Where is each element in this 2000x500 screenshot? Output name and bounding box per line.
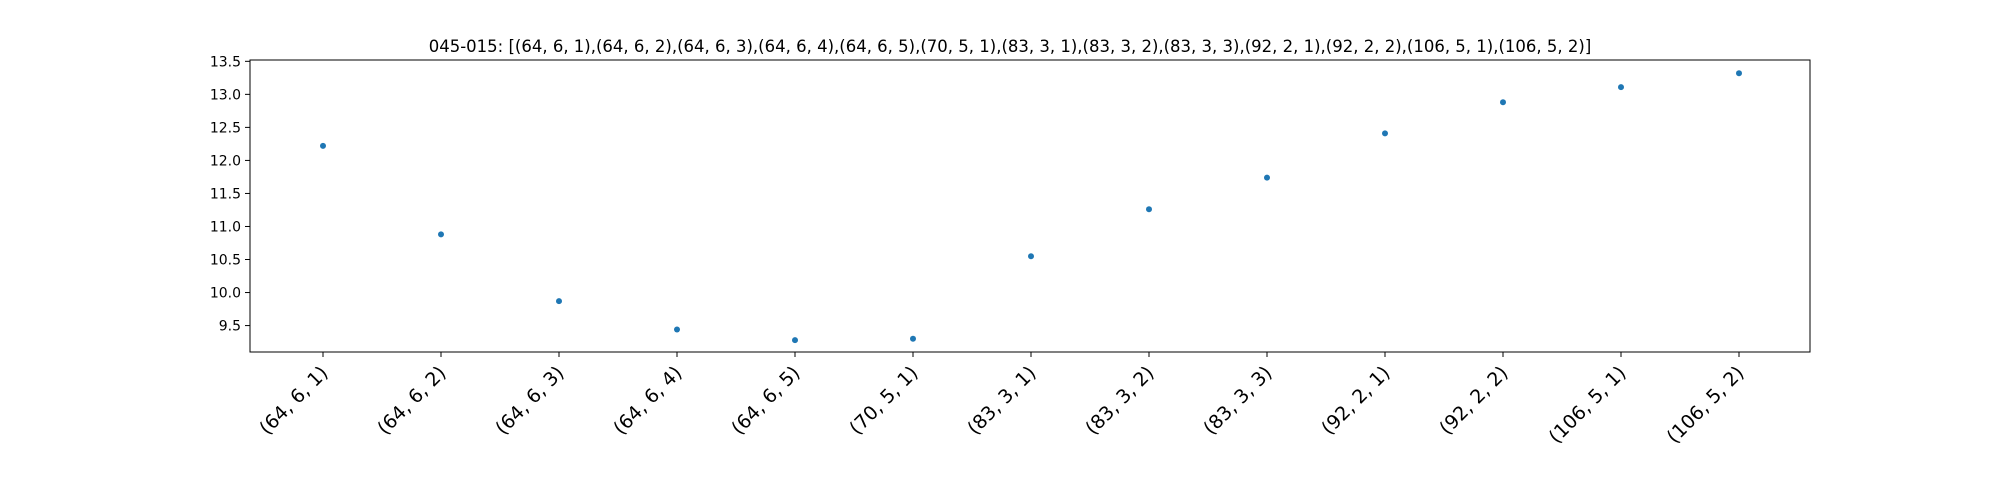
y-tick-label: 10.0	[210, 286, 241, 302]
x-tick-label: (83, 3, 3)	[1199, 362, 1276, 439]
y-tick-label: 12.0	[210, 153, 241, 169]
x-tick-label: (70, 5, 1)	[845, 362, 922, 439]
data-point	[1264, 174, 1270, 181]
x-tick-label: (106, 5, 2)	[1663, 362, 1749, 448]
data-point	[792, 337, 798, 344]
x-tick-label: (106, 5, 1)	[1545, 362, 1631, 448]
x-tick-label: (64, 6, 1)	[255, 362, 332, 439]
x-tick-label: (64, 6, 4)	[609, 362, 686, 439]
x-tick-label: (83, 3, 1)	[963, 362, 1040, 439]
data-point	[1146, 206, 1152, 213]
x-tick-label: (64, 6, 5)	[727, 362, 804, 439]
data-point	[1382, 130, 1388, 137]
data-point	[438, 231, 444, 238]
y-tick-label: 9.5	[219, 319, 241, 335]
y-tick-label: 11.0	[210, 219, 241, 235]
y-tick-label: 13.5	[210, 54, 241, 70]
data-point	[320, 142, 326, 149]
data-point	[1618, 84, 1624, 91]
y-tick-label: 10.5	[210, 253, 241, 269]
y-tick-label: 12.5	[210, 120, 241, 136]
data-point	[674, 326, 680, 333]
chart-title: 045-015: [(64, 6, 1),(64, 6, 2),(64, 6, …	[429, 37, 1592, 56]
x-tick-label: (92, 2, 2)	[1435, 362, 1512, 439]
x-tick-label: (64, 6, 2)	[373, 362, 450, 439]
data-point	[556, 298, 562, 305]
plot-area: 9.5 10.0 10.5 11.0 11.5 12.0 12.5 13.0 13.5 (64, …	[210, 54, 1749, 448]
data-point	[910, 335, 916, 342]
data-point	[1028, 253, 1034, 260]
data-point	[1736, 70, 1742, 77]
axes-frame	[249, 59, 1811, 353]
y-tick-label: 11.5	[210, 186, 241, 202]
x-tick-label: (64, 6, 3)	[491, 362, 568, 439]
x-tick-label: (83, 3, 2)	[1081, 362, 1158, 439]
x-tick-label: (92, 2, 1)	[1317, 362, 1394, 439]
data-point	[1500, 99, 1506, 106]
y-tick-label: 13.0	[210, 87, 241, 103]
